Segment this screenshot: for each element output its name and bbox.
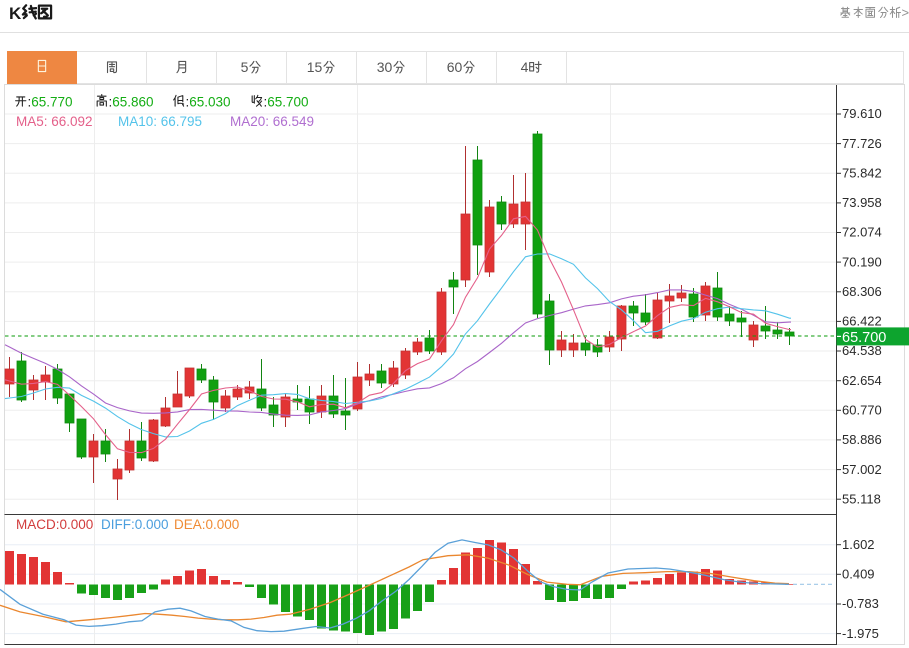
svg-text:75.842: 75.842	[842, 166, 882, 181]
svg-text:-0.783: -0.783	[842, 596, 879, 611]
svg-text:77.726: 77.726	[842, 136, 882, 151]
svg-text:64.538: 64.538	[842, 343, 882, 358]
svg-text:58.886: 58.886	[842, 432, 882, 447]
svg-text:73.958: 73.958	[842, 195, 882, 210]
svg-text:65.700: 65.700	[842, 330, 886, 346]
svg-text:62.654: 62.654	[842, 373, 882, 388]
svg-text:55.118: 55.118	[842, 491, 881, 506]
svg-text:66.422: 66.422	[842, 314, 882, 329]
svg-text:57.002: 57.002	[842, 462, 882, 477]
svg-text:0.409: 0.409	[842, 567, 875, 582]
svg-text:68.306: 68.306	[842, 284, 882, 299]
svg-text:70.190: 70.190	[842, 254, 882, 269]
svg-text:1.602: 1.602	[842, 537, 875, 552]
svg-text:79.610: 79.610	[842, 106, 882, 121]
svg-text:72.074: 72.074	[842, 225, 882, 240]
svg-text:-1.975: -1.975	[842, 626, 879, 641]
svg-text:60.770: 60.770	[842, 403, 882, 418]
